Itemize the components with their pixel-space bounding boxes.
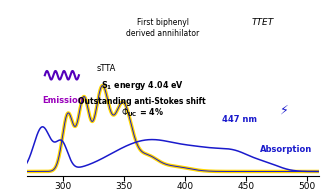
Text: Outstanding anti-Stokes shift: Outstanding anti-Stokes shift [78,97,206,106]
Text: First biphenyl
derived annihilator: First biphenyl derived annihilator [126,18,199,38]
Text: $\mathdefault{S_1}$ energy 4.04 eV: $\mathdefault{S_1}$ energy 4.04 eV [101,79,184,92]
Text: Emission: Emission [42,96,84,105]
Text: $\Phi_\mathdefault{UC}$ = 4%: $\Phi_\mathdefault{UC}$ = 4% [121,107,164,119]
Text: 447 nm: 447 nm [222,115,257,124]
Text: TTET: TTET [251,18,274,27]
Text: ⚡: ⚡ [280,103,288,116]
Text: sTTA: sTTA [97,64,116,73]
Text: Absorption: Absorption [260,146,312,154]
